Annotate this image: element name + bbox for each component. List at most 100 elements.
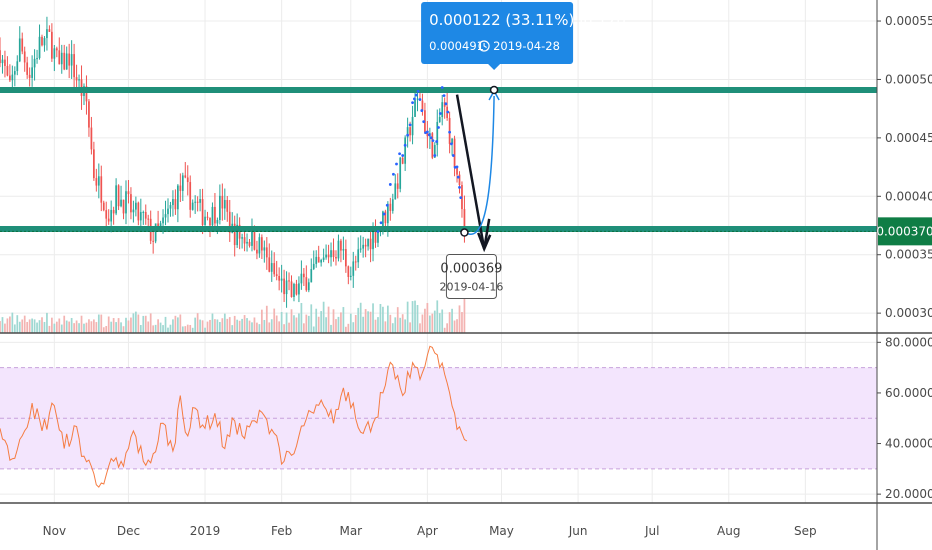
pattern-dot: [395, 162, 398, 166]
volume-bar: [18, 321, 21, 333]
volume-bar: [265, 305, 268, 333]
candle-body: [246, 241, 248, 244]
low-marker-box[interactable]: [445, 254, 497, 300]
candle-body: [70, 54, 73, 66]
candle-body: [117, 185, 120, 207]
candle-body: [125, 191, 127, 214]
volume-bar: [463, 296, 466, 333]
volume-bar: [340, 312, 342, 333]
candle-body: [263, 247, 266, 251]
volume-bar: [446, 323, 449, 333]
candle-body: [194, 201, 197, 203]
measure-callout-value: 0.000491: [429, 39, 484, 53]
candle-body: [312, 263, 315, 270]
volume-bar: [325, 317, 327, 333]
volume-bar: [102, 327, 105, 333]
pattern-dot: [450, 142, 453, 146]
pattern-dot: [459, 196, 463, 199]
candle-body: [172, 199, 174, 206]
volume-bar: [179, 314, 182, 333]
candle-body: [31, 67, 33, 78]
projection-arrows[interactable]: [455, 85, 500, 253]
measure-callout-main: 0.000122 (33.11%) in 12d: [429, 11, 626, 29]
volume-bar: [65, 320, 68, 333]
candle-body: [399, 157, 402, 189]
volume-bar: [347, 323, 350, 333]
pattern-dot: [458, 185, 461, 189]
volume-bar: [122, 326, 125, 333]
volume-bar: [184, 326, 187, 333]
volume-bar: [300, 303, 303, 333]
pattern-dot: [392, 172, 395, 176]
candle-body: [374, 229, 377, 243]
candle-body: [11, 74, 14, 81]
volume-bar: [364, 309, 367, 333]
pattern-dot: [437, 126, 440, 129]
candle-body: [409, 127, 411, 136]
candle-body: [349, 275, 352, 277]
candle-body: [144, 211, 147, 219]
candle-body: [177, 185, 179, 210]
candle-body: [122, 199, 125, 214]
time-axis-label: Jul: [644, 524, 659, 538]
candle-body: [386, 203, 389, 224]
candle-body: [142, 211, 145, 213]
time-axis-label: Mar: [339, 524, 362, 538]
candlestick-series[interactable]: [0, 16, 466, 308]
volume-bar: [194, 317, 197, 333]
candle-body: [261, 237, 263, 251]
candle-body: [233, 223, 236, 246]
volume-bar: [135, 311, 137, 333]
candle-body: [315, 256, 318, 264]
down-arrow-line[interactable]: [455, 94, 486, 250]
volume-bar: [352, 322, 355, 333]
volume-bar: [293, 315, 295, 333]
measure-callout-pointer: [488, 64, 501, 70]
candle-body: [21, 38, 24, 52]
up-curve[interactable]: [464, 95, 495, 235]
candle-body: [88, 101, 90, 128]
oscillator-line[interactable]: [0, 345, 468, 488]
candle-body: [152, 240, 155, 242]
annotation-callouts[interactable]: 0.000370 0.000122 (33.11%) in 12d 0.000491…: [421, 2, 932, 300]
volume-bar: [243, 315, 246, 333]
volume-bar: [419, 323, 421, 333]
candle-body: [332, 250, 335, 257]
volume-bar: [248, 320, 251, 333]
pattern-dot: [438, 112, 442, 115]
volume-bar: [0, 321, 1, 333]
candle-body: [441, 102, 444, 118]
candle-body: [216, 219, 219, 224]
candle-body: [377, 230, 379, 243]
current-price-tag[interactable]: [878, 217, 932, 246]
pattern-dot: [379, 221, 383, 225]
volume-bar: [310, 304, 313, 333]
candle-body: [453, 138, 456, 168]
candle-body: [391, 199, 394, 211]
volume-bar: [33, 319, 36, 333]
volume-bar: [443, 327, 446, 333]
candle-body: [426, 132, 429, 137]
volume-bar: [386, 305, 389, 333]
volume-bar: [16, 315, 19, 333]
volume-bar: [21, 319, 24, 333]
low-point[interactable]: [460, 228, 469, 237]
candle-body: [18, 38, 21, 62]
candle-body: [97, 176, 100, 186]
target-point[interactable]: [489, 85, 499, 95]
volume-bar: [68, 321, 71, 333]
pattern-dot: [442, 94, 446, 98]
candle-body: [396, 183, 399, 189]
candle-body: [228, 211, 231, 233]
candle-body: [85, 86, 88, 102]
pattern-dot: [420, 109, 424, 112]
volume-bar: [110, 321, 113, 333]
volume-bar: [458, 305, 461, 333]
candle-body: [201, 199, 204, 225]
volume-bar: [142, 315, 145, 333]
volume-bar: [95, 322, 98, 333]
measure-callout-box[interactable]: [421, 2, 574, 64]
candle-body: [26, 62, 29, 75]
